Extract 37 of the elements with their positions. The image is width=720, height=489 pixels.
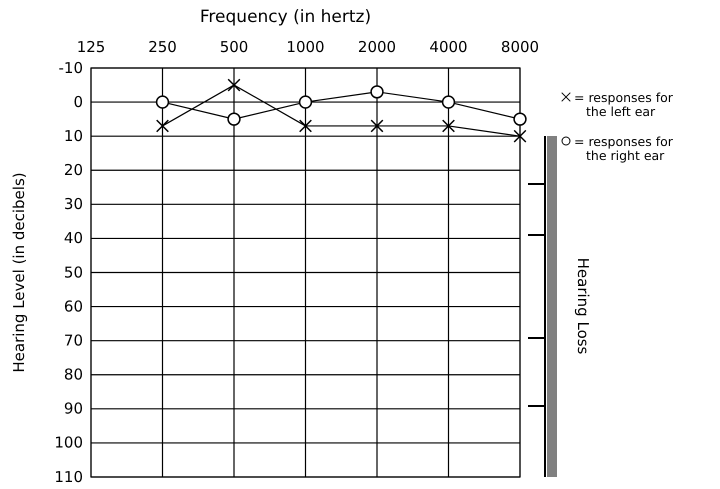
x-tick-label: 125 [76,38,106,56]
y-axis-title: Hearing Level (in decibels) [10,172,28,373]
legend-label: = responses for the right ear [574,134,674,163]
y-tick-label: 50 [64,263,83,282]
point [370,85,384,99]
y-tick-label: 20 [64,161,83,180]
point [227,78,241,92]
y-tick-label: 30 [64,195,83,214]
x-tick-label: 1000 [286,38,325,56]
x-tick-label: 2000 [358,38,396,56]
point [442,95,456,109]
y-tick-label: 80 [64,366,83,384]
point [513,112,527,126]
y-tick-label: 100 [54,434,83,452]
point [227,112,241,126]
y-tick-label: -10 [58,58,83,77]
y-tick-label: 110 [54,468,83,486]
x-tick-label: 250 [148,38,177,56]
x-tick-label: 4000 [429,38,468,56]
point [298,119,312,133]
point [442,119,456,133]
x-axis-title: Frequency (in hertz) [200,7,372,27]
x-tick-label: 500 [220,38,248,56]
point [370,119,384,133]
x-tick-label: 8000 [500,38,540,56]
y-tick-label: 0 [73,92,83,111]
legend-label: = responses for the left ear [574,90,674,119]
point [513,130,527,143]
point [156,119,170,133]
text: Hearing Loss [574,258,592,355]
point [298,95,312,109]
y-tick-label: 40 [64,229,83,248]
y-tick-label: 90 [64,400,83,418]
y-tick-label: 60 [64,297,83,316]
y-tick-label: 10 [64,126,83,145]
y-tick-label: 70 [64,331,83,350]
point [156,95,170,109]
